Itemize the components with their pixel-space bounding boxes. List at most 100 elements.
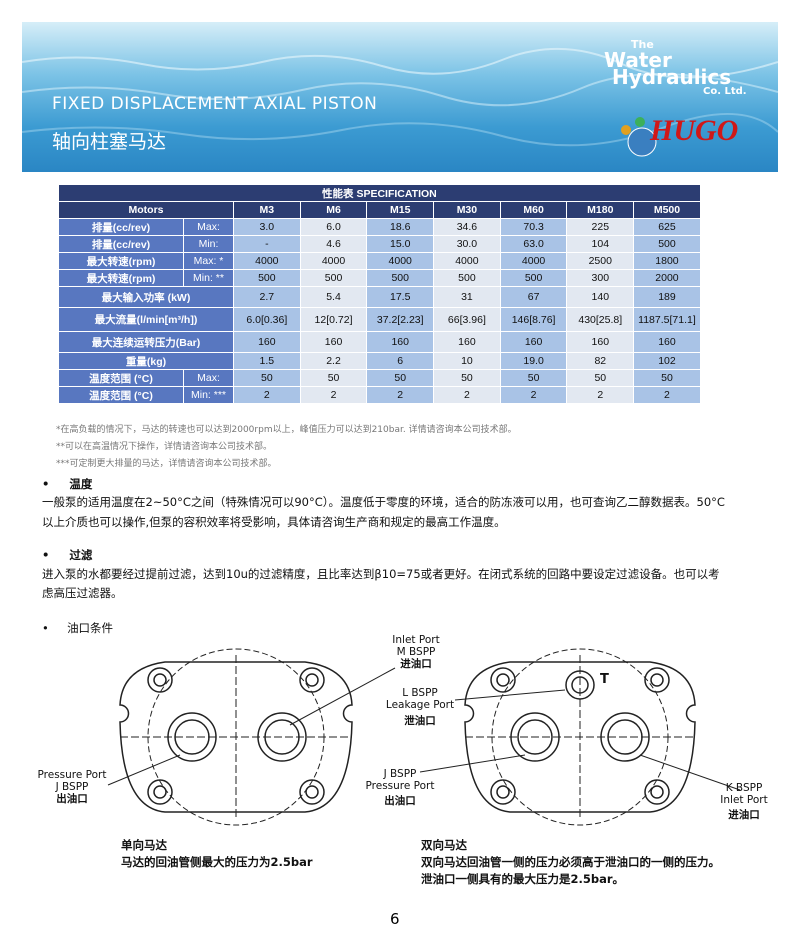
table-cell: 160: [433, 331, 501, 353]
logo-hydraulics: Hydraulics: [612, 65, 732, 89]
table-cell: M6: [299, 201, 368, 219]
port-label: J BSPP Pressure Port 出油口: [365, 768, 435, 807]
table-cell: 146[8.76]: [499, 307, 568, 332]
table-cell: 500: [299, 269, 368, 287]
table-cell: 最大转速(rpm): [58, 269, 184, 287]
table-cell: 160: [299, 331, 368, 353]
waves: [22, 48, 778, 157]
table-cell: 30.0: [433, 235, 501, 253]
table-cell: 重量(kg): [58, 352, 234, 370]
table-cell: Max: *: [183, 252, 234, 270]
table-cell: 排量(cc/rev): [58, 218, 184, 236]
port-label: Inlet Port M BSPP 进油口: [392, 634, 440, 670]
table-cell: 50: [433, 369, 501, 387]
logo-water: Water: [604, 48, 672, 72]
port-label: L BSPP Leakage Port 泄油口: [385, 687, 455, 727]
table-cell: 50: [633, 369, 701, 387]
table-cell: 2.7: [233, 286, 301, 308]
footnote: **可以在高温情况下操作，详情请咨询本公司技术部。: [56, 442, 273, 452]
logo-company: Co. Ltd.: [703, 86, 747, 97]
table-cell: 排量(cc/rev): [58, 235, 184, 253]
table-cell: 2: [499, 386, 568, 404]
table-cell: 2500: [566, 252, 635, 270]
table-cell: 500: [433, 269, 501, 287]
table-cell: 1.5: [233, 352, 301, 370]
table-cell: 2: [633, 386, 701, 404]
table-cell: 2: [433, 386, 501, 404]
table-cell: 50: [566, 369, 635, 387]
table-cell: 4.6: [299, 235, 368, 253]
table-cell: 2000: [633, 269, 701, 287]
table-cell: 160: [633, 331, 701, 353]
table-cell: 50: [366, 369, 435, 387]
table-cell: 2: [233, 386, 301, 404]
table-cell: Motors: [58, 201, 234, 219]
section-title: 温度: [69, 477, 93, 491]
table-cell: 最大输入功率 (kW): [58, 286, 234, 308]
table-cell: 6: [366, 352, 435, 370]
table-row: Motors M3 M6 M15 M30 M60 M180 M500: [58, 201, 701, 219]
footnote: ***可定制更大排量的马达，详情请咨询本公司技术部。: [56, 459, 277, 469]
table-row: 性能表 SPECIFICATION: [58, 184, 701, 202]
table-cell: 最大转速(rpm): [58, 252, 184, 270]
logo-the: The: [631, 38, 654, 51]
table-cell: M3: [233, 201, 301, 219]
table-cell: 4000: [233, 252, 301, 270]
port-label: K BSPP Inlet Port 进油口: [720, 782, 768, 821]
table-cell: 12[0.72]: [299, 307, 368, 332]
table-cell: 最大连续运转压力(Bar): [58, 331, 234, 353]
table-cell: 18.6: [366, 218, 435, 236]
table-cell: 10: [433, 352, 501, 370]
table-cell: 温度范围 (°C): [58, 369, 184, 387]
section-body: 虑高压过滤器。: [42, 586, 123, 600]
table-row: 排量(cc/rev) Min: -4.6 15.0 30.0 63.0 104 500: [58, 235, 701, 253]
table-cell: 500: [366, 269, 435, 287]
table-cell: 2: [299, 386, 368, 404]
footnote: *在高负载的情况下，马达的转速也可以达到2000rpm以上，峰值压力可以达到21…: [56, 425, 517, 435]
table-cell: 50: [233, 369, 301, 387]
table-cell: 3.0: [233, 218, 301, 236]
table-cell: Max:: [183, 369, 234, 387]
table-cell: 160: [366, 331, 435, 353]
table-cell: 性能表 SPECIFICATION: [58, 184, 701, 202]
table-cell: 1800: [633, 252, 701, 270]
spec-table: 性能表 SPECIFICATION Motors M3 M6 M15 M30 M60 M180…: [58, 184, 701, 404]
table-cell: 625: [633, 218, 701, 236]
table-cell: 430[25.8]: [566, 307, 635, 332]
table-cell: M500: [633, 201, 701, 219]
table-cell: M30: [433, 201, 501, 219]
table-cell: 50: [499, 369, 568, 387]
table-cell: 500: [233, 269, 301, 287]
table-row: 最大转速(rpm) Min: ** 500 500 500 500 500 300 2000: [58, 269, 701, 287]
section-body: 进入泵的水都要经过提前过滤，达到10u的过滤精度，且比率达到β10=75或者更好…: [42, 567, 720, 581]
table-cell: M15: [366, 201, 435, 219]
table-cell: M60: [499, 201, 568, 219]
table-cell: 500: [633, 235, 701, 253]
table-cell: 160: [566, 331, 635, 353]
table-cell: 1187.5[71.1]: [633, 307, 701, 332]
table-cell: 15.0: [366, 235, 435, 253]
table-cell: 37.2[2.23]: [366, 307, 435, 332]
table-row: 温度范围 (°C) Max: 50 50 50 50 50 50 50: [58, 369, 701, 387]
table-cell: 6.0[0.36]: [233, 307, 301, 332]
table-cell: M180: [566, 201, 635, 219]
table-cell: 2: [366, 386, 435, 404]
port-label: Pressure Port J BSPP 出油口: [37, 769, 107, 805]
table-cell: 31: [433, 286, 501, 308]
table-cell: 温度范围 (°C): [58, 386, 184, 404]
table-cell: 最大流量(l/min[m³/h]): [58, 307, 234, 332]
table-row: 排量(cc/rev) Max: 3.0 6.0 18.6 34.6 70.3 225 625: [58, 218, 701, 236]
table-cell: 4000: [299, 252, 368, 270]
section-title: 过滤: [69, 548, 93, 562]
table-cell: 19.0: [499, 352, 568, 370]
table-cell: 102: [633, 352, 701, 370]
table-cell: 189: [633, 286, 701, 308]
table-cell: 225: [566, 218, 635, 236]
logo-brand: HUGO: [650, 114, 739, 147]
table-row: 最大转速(rpm) Max: * 4000 4000 4000 4000 4000 2500 1…: [58, 252, 701, 270]
table-row: 最大流量(l/min[m³/h]) 6.0[0.36] 12[0.72] 37.2[2…: [58, 307, 701, 332]
title: FIXED DISPLACEMENT AXIAL PISTON: [52, 94, 378, 114]
table-cell: 82: [566, 352, 635, 370]
diagram-caption: 双向马达 双向马达回油管一侧的压力必须高于泄油口的一侧的压力。 泄油口一侧具有的最大…: [421, 838, 720, 886]
